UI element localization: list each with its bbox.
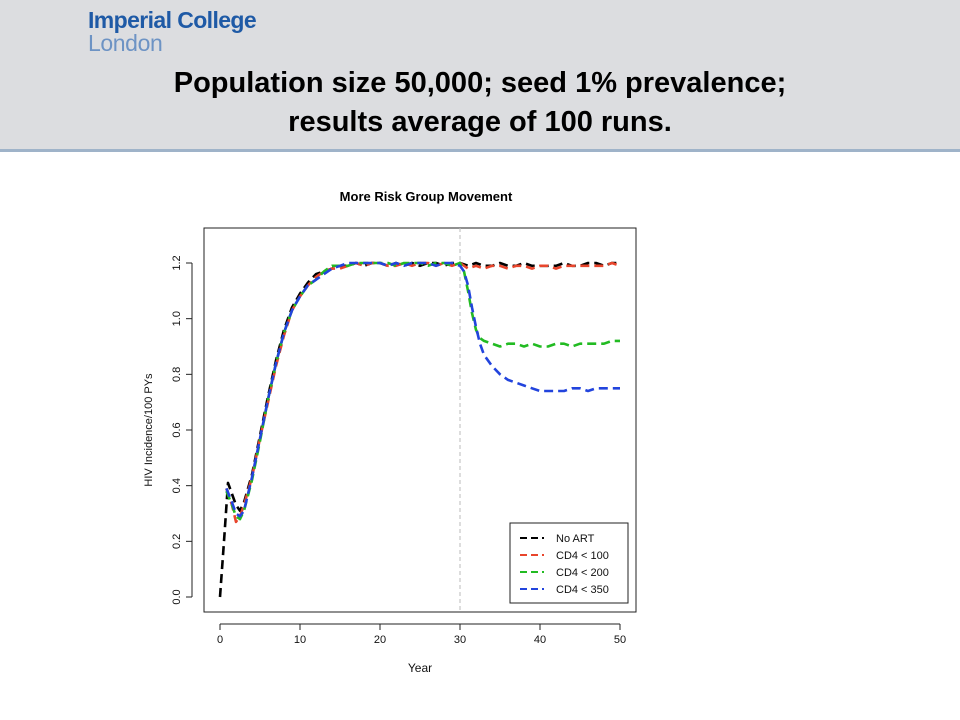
slide-title-line-1: Population size 50,000; seed 1% prevalen… (173, 67, 787, 99)
x-tick-label-20: 20 (374, 634, 386, 646)
legend-box (509, 522, 629, 604)
slide-title: Population size 50,000; seed 1% prevalen… (0, 64, 960, 142)
legend-label-1: CD4 < 100 (556, 550, 609, 562)
imperial-college-logo: Imperial College London (88, 7, 257, 56)
series-line-3 (225, 261, 620, 518)
y-tick-label-5: 1.0 (171, 311, 183, 326)
logo-line-2: London (88, 30, 163, 56)
slide-title-line-2: results average of 100 runs. (288, 106, 672, 138)
y-tick-label-3: 0.6 (171, 422, 183, 437)
x-tick-label-40: 40 (534, 634, 546, 646)
legend-label-2: CD4 < 200 (556, 567, 609, 579)
y-tick-label-6: 1.2 (171, 255, 183, 270)
y-tick-label-4: 0.8 (171, 367, 183, 382)
x-tick-label-50: 50 (614, 634, 626, 646)
x-tick-label-0: 0 (217, 634, 223, 646)
x-axis-label: Year (408, 661, 432, 675)
x-tick-label-10: 10 (294, 634, 306, 646)
chart-title: More Risk Group Movement (340, 189, 513, 204)
y-tick-label-1: 0.2 (171, 534, 183, 549)
y-axis-label: HIV Incidence/100 PYs (143, 373, 155, 487)
logo-line-1: Imperial College (88, 7, 257, 33)
legend-label-3: CD4 < 350 (556, 584, 609, 596)
x-tick-label-30: 30 (454, 634, 466, 646)
slide-header: Imperial College London Population size … (0, 0, 960, 152)
series-line-1 (225, 261, 621, 524)
y-tick-label-2: 0.4 (171, 478, 183, 493)
plot-frame (203, 227, 637, 613)
y-tick-label-0: 0.0 (171, 589, 183, 604)
series-line-2 (225, 261, 620, 521)
legend-label-0: No ART (556, 533, 595, 545)
